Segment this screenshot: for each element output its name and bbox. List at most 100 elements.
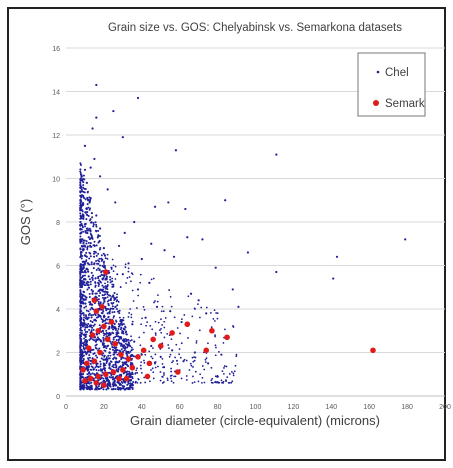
chel-point (87, 357, 90, 360)
chel-point (79, 354, 82, 357)
chel-point (96, 356, 99, 359)
chel-point (152, 347, 154, 350)
chel-point (79, 217, 82, 220)
chel-point (237, 305, 240, 308)
chel-point (88, 292, 91, 295)
chel-point (90, 368, 93, 371)
chel-point (80, 381, 83, 384)
chel-point (116, 293, 118, 296)
y-axis-label: GOS (°) (18, 199, 33, 245)
chel-point (84, 260, 87, 263)
chel-point (97, 229, 100, 232)
chel-point (101, 284, 104, 287)
chel-point (124, 338, 127, 340)
chel-point (216, 312, 219, 315)
chel-point (99, 360, 102, 363)
chel-point (123, 349, 126, 352)
chel-point (180, 342, 183, 345)
chel-point (199, 373, 202, 376)
chel-point (201, 238, 204, 241)
chel-point (127, 267, 130, 270)
chel-point (230, 381, 233, 384)
chel-point (101, 296, 104, 299)
semark-point (169, 330, 175, 336)
chel-point (87, 229, 90, 232)
chel-point (91, 292, 94, 295)
chel-point (93, 255, 96, 258)
chel-point (97, 369, 100, 372)
chel-point (205, 357, 208, 360)
chel-point (79, 267, 82, 270)
chel-point (89, 242, 92, 245)
chel-point (95, 260, 98, 263)
chel-point (80, 284, 83, 287)
chel-point (142, 331, 145, 334)
chel-point (85, 255, 88, 258)
chel-point (102, 377, 105, 380)
chel-point (113, 346, 116, 349)
chel-point (132, 355, 135, 358)
chel-point (185, 375, 188, 377)
chel-point (104, 350, 107, 352)
chel-point (88, 201, 91, 204)
chel-point (106, 257, 109, 260)
chel-point (105, 329, 108, 332)
chel-point (91, 277, 94, 280)
chel-point (113, 310, 116, 313)
chel-point (85, 240, 88, 243)
chel-point (275, 153, 278, 156)
chel-point (82, 347, 85, 350)
chel-point (106, 293, 109, 296)
chel-point (83, 274, 86, 277)
chel-point (87, 275, 90, 278)
chel-point (133, 220, 136, 224)
chel-point (112, 363, 115, 366)
chel-point (151, 367, 154, 370)
chel-point (98, 289, 101, 292)
chel-point (85, 181, 88, 184)
semark-point (102, 371, 109, 378)
semark-point (224, 334, 230, 341)
semark-point (101, 382, 107, 388)
chel-point (98, 239, 101, 242)
chel-point (182, 360, 185, 363)
chel-point (179, 332, 181, 335)
semark-point (209, 327, 215, 334)
chel-point (124, 263, 127, 266)
chel-point (102, 336, 105, 339)
chel-point (120, 373, 123, 376)
chel-point (112, 328, 115, 331)
chel-point (97, 387, 100, 390)
chel-point (115, 308, 118, 311)
chel-point (127, 338, 130, 341)
semark-point (108, 319, 115, 325)
chel-point (82, 388, 85, 391)
chel-point (157, 365, 159, 368)
chel-point (134, 372, 137, 375)
semark-point (125, 356, 132, 362)
chel-point (180, 320, 183, 324)
chel-point (84, 314, 87, 317)
chel-point (92, 290, 95, 293)
x-tick-label: 40 (138, 404, 146, 411)
chel-point (109, 354, 112, 357)
chel-point (160, 331, 163, 334)
chel-point (80, 240, 83, 243)
chel-point (92, 267, 95, 270)
semark-point (97, 349, 103, 356)
chel-point (99, 301, 102, 304)
chel-point (111, 283, 114, 286)
chel-point (115, 365, 118, 368)
chel-point (144, 353, 147, 356)
chel-point (89, 319, 92, 322)
chel-point (122, 323, 125, 326)
chel-point (223, 328, 226, 331)
chel-point (110, 388, 113, 391)
chel-point (99, 368, 102, 371)
chel-point (163, 320, 166, 323)
chel-point (100, 369, 103, 372)
chel-point (137, 377, 140, 380)
chel-point (128, 312, 131, 314)
chel-point (125, 330, 128, 333)
chel-point (137, 294, 140, 297)
